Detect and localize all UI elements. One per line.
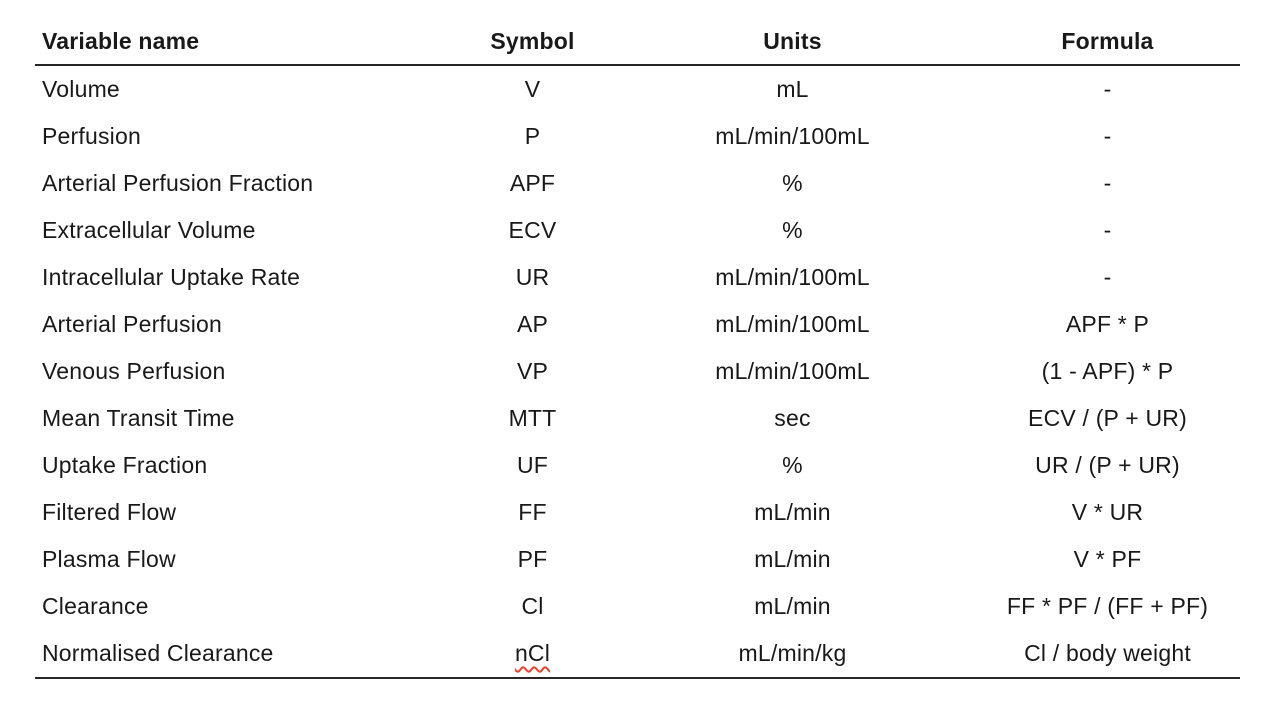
formula-cell: UR / (P + UR) bbox=[1035, 452, 1180, 478]
symbol-cell: ECV bbox=[508, 217, 557, 243]
symbol-cell: V bbox=[524, 76, 541, 102]
table-row: Arterial Perfusion AP mL/min/100mL APF *… bbox=[35, 301, 1240, 348]
formula-cell: - bbox=[1103, 123, 1112, 149]
table-row: Perfusion P mL/min/100mL - bbox=[35, 113, 1240, 160]
formula-cell: APF * P bbox=[1065, 311, 1150, 337]
units-cell: mL/min/100mL bbox=[715, 311, 870, 337]
units-cell: mL bbox=[776, 76, 809, 102]
variable-name-cell: Intracellular Uptake Rate bbox=[42, 264, 301, 290]
variable-name-cell: Arterial Perfusion Fraction bbox=[42, 170, 314, 196]
units-cell: mL/min/kg bbox=[610, 630, 975, 679]
units-cell: % bbox=[782, 170, 803, 196]
symbol-cell: UF bbox=[516, 452, 549, 478]
units-cell: mL/min bbox=[754, 546, 831, 572]
variable-name-cell: Volume bbox=[42, 76, 120, 102]
formula-cell: - bbox=[1103, 76, 1112, 102]
symbol-cell: FF bbox=[518, 499, 547, 525]
symbol-cell: VP bbox=[516, 358, 549, 384]
variable-name-cell: Extracellular Volume bbox=[42, 217, 256, 243]
table-row: Filtered Flow FF mL/min V * UR bbox=[35, 489, 1240, 536]
symbol-cell: MTT bbox=[508, 405, 557, 431]
table-header-row: Variable name Symbol Units Formula bbox=[35, 18, 1240, 66]
variable-name-cell: Perfusion bbox=[42, 123, 141, 149]
units-cell: mL/min/100mL bbox=[715, 358, 870, 384]
units-cell: mL/min bbox=[754, 593, 831, 619]
symbol-cell: APF bbox=[509, 170, 556, 196]
symbol-cell: UR bbox=[515, 264, 550, 290]
variable-name-cell: Venous Perfusion bbox=[42, 358, 226, 384]
variable-name-cell: Arterial Perfusion bbox=[42, 311, 223, 337]
table-row: Volume V mL - bbox=[35, 65, 1240, 113]
formula-cell: Cl / body weight bbox=[975, 630, 1240, 679]
table-row: Plasma Flow PF mL/min V * PF bbox=[35, 536, 1240, 583]
table-row: Uptake Fraction UF % UR / (P + UR) bbox=[35, 442, 1240, 489]
table-row: Mean Transit Time MTT sec ECV / (P + UR) bbox=[35, 395, 1240, 442]
table-row: Clearance Cl mL/min FF * PF / (FF + PF) bbox=[35, 583, 1240, 630]
formula-cell: ECV / (P + UR) bbox=[1028, 405, 1187, 431]
variable-name-cell: Mean Transit Time bbox=[42, 405, 235, 431]
variables-table-grid: Variable name Symbol Units Formula Volum… bbox=[35, 18, 1240, 679]
symbol-cell: nCl bbox=[455, 630, 610, 679]
table-row: Intracellular Uptake Rate UR mL/min/100m… bbox=[35, 254, 1240, 301]
symbol-cell: AP bbox=[516, 311, 549, 337]
symbol-cell: Cl bbox=[521, 593, 544, 619]
variable-name-cell: Normalised Clearance bbox=[35, 630, 455, 679]
column-header-formula: Formula bbox=[975, 18, 1240, 66]
formula-cell: FF * PF / (FF + PF) bbox=[1006, 593, 1209, 619]
column-header-symbol: Symbol bbox=[455, 18, 610, 66]
formula-cell: - bbox=[1103, 170, 1112, 196]
table-row: Extracellular Volume ECV % - bbox=[35, 207, 1240, 254]
units-cell: % bbox=[782, 217, 803, 243]
variable-name-cell: Uptake Fraction bbox=[42, 452, 208, 478]
variable-name-cell: Clearance bbox=[42, 593, 149, 619]
symbol-cell: P bbox=[524, 123, 541, 149]
misspelled-word-squiggle: nCl bbox=[514, 640, 551, 666]
variable-name-cell: Filtered Flow bbox=[42, 499, 177, 525]
variables-table: Variable name Symbol Units Formula Volum… bbox=[35, 18, 1240, 679]
variable-name-cell: Plasma Flow bbox=[42, 546, 176, 572]
units-cell: mL/min bbox=[754, 499, 831, 525]
units-cell: sec bbox=[774, 405, 811, 431]
formula-cell: V * UR bbox=[1071, 499, 1144, 525]
units-cell: % bbox=[782, 452, 803, 478]
formula-cell: - bbox=[1103, 217, 1112, 243]
formula-cell: - bbox=[1103, 264, 1112, 290]
formula-cell: V * PF bbox=[1073, 546, 1142, 572]
units-cell: mL/min/100mL bbox=[715, 123, 870, 149]
units-cell: mL/min/100mL bbox=[715, 264, 870, 290]
table-row: Arterial Perfusion Fraction APF % - bbox=[35, 160, 1240, 207]
column-header-variable-name: Variable name bbox=[35, 18, 455, 66]
column-header-units: Units bbox=[610, 18, 975, 66]
formula-cell: (1 - APF) * P bbox=[1041, 358, 1174, 384]
symbol-cell: PF bbox=[517, 546, 548, 572]
table-row: Normalised Clearance nCl mL/min/kg Cl / … bbox=[35, 630, 1240, 679]
table-row: Venous Perfusion VP mL/min/100mL (1 - AP… bbox=[35, 348, 1240, 395]
